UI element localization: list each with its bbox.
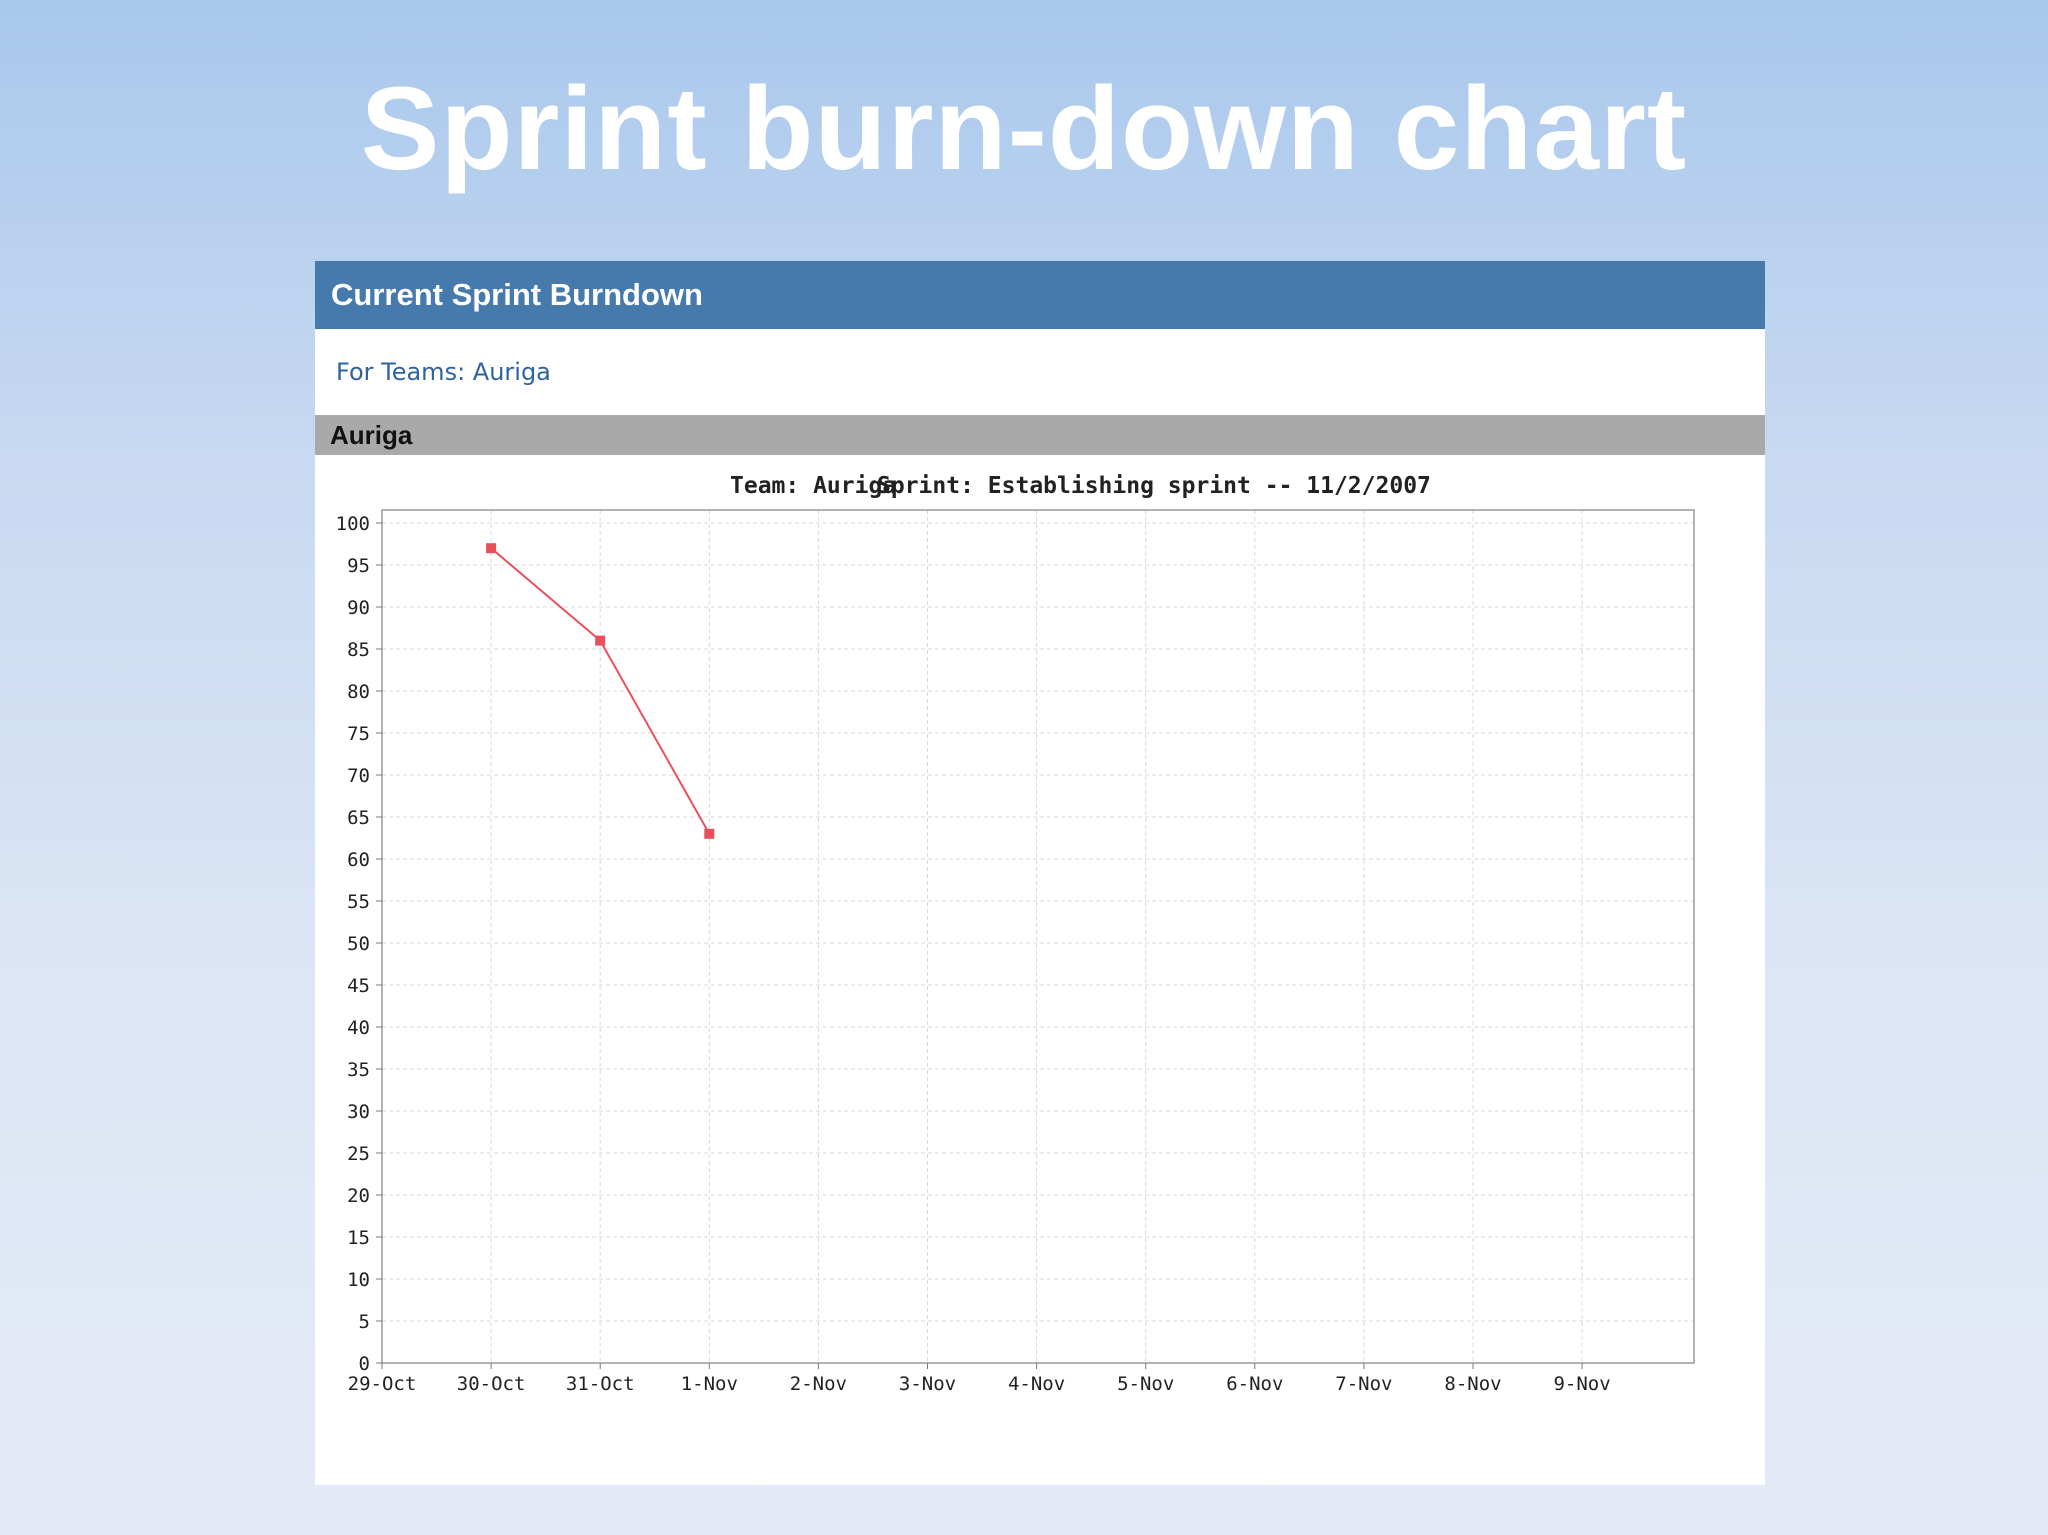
y-tick-label: 30: [347, 1101, 370, 1123]
chart-title-team: Team: Auriga: [730, 473, 896, 499]
x-tick-label: 1-Nov: [681, 1373, 738, 1395]
slide-title: Sprint burn-down chart: [360, 63, 1688, 195]
burndown-chart: Team: Auriga Sprint: Establishing sprint…: [336, 473, 1695, 1395]
y-tick-label: 45: [347, 975, 370, 997]
y-axis-ticks: 0 5 10 15 20 25 30 35 40 45 50 55 60 65 70 75 80 85 90 95 10…: [336, 513, 382, 1375]
y-tick-label: 60: [347, 849, 370, 871]
x-tick-label: 29-Oct: [348, 1373, 417, 1395]
y-tick-label: 50: [347, 933, 370, 955]
series-layer: [486, 543, 715, 839]
data-point-marker: [704, 828, 715, 839]
y-tick-label: 35: [347, 1059, 370, 1081]
teams-filter-text: For Teams: Auriga: [336, 358, 551, 386]
data-point-marker: [486, 543, 497, 554]
chart-grid: [382, 510, 1694, 1363]
x-tick-label: 5-Nov: [1117, 1373, 1174, 1395]
y-tick-label: 55: [347, 891, 370, 913]
y-tick-label: 85: [347, 639, 370, 661]
x-tick-label: 2-Nov: [790, 1373, 847, 1395]
x-tick-label: 8-Nov: [1444, 1373, 1501, 1395]
x-tick-label: 3-Nov: [899, 1373, 956, 1395]
y-tick-label: 80: [347, 681, 370, 703]
panel-header: Current Sprint Burndown: [315, 261, 1765, 329]
x-axis-ticks: 29-Oct 30-Oct 31-Oct 1-Nov 2-Nov 3-Nov 4-Nov 5-…: [348, 1363, 1611, 1395]
y-tick-label: 10: [347, 1269, 370, 1291]
y-tick-label: 5: [359, 1311, 370, 1333]
team-section-bar: Auriga: [315, 415, 1765, 455]
x-tick-label: 4-Nov: [1008, 1373, 1065, 1395]
x-tick-label: 6-Nov: [1226, 1373, 1283, 1395]
x-tick-label: 7-Nov: [1335, 1373, 1392, 1395]
y-tick-label: 90: [347, 597, 370, 619]
plot-area-frame: [381, 509, 1695, 1364]
y-tick-label: 95: [347, 555, 370, 577]
y-tick-label: 70: [347, 765, 370, 787]
y-tick-label: 25: [347, 1143, 370, 1165]
x-tick-label: 30-Oct: [457, 1373, 526, 1395]
x-tick-label: 31-Oct: [566, 1373, 635, 1395]
chart-title-sprint: Sprint: Establishing sprint -- 11/2/2007: [877, 473, 1431, 499]
burndown-panel: Current Sprint Burndown For Teams: Aurig…: [315, 261, 1765, 1485]
y-tick-label: 20: [347, 1185, 370, 1207]
y-tick-label: 65: [347, 807, 370, 829]
x-tick-label: 9-Nov: [1553, 1373, 1610, 1395]
data-point-marker: [595, 635, 606, 646]
y-tick-label: 40: [347, 1017, 370, 1039]
y-tick-label: 75: [347, 723, 370, 745]
y-tick-label: 0: [359, 1353, 370, 1375]
y-tick-label: 15: [347, 1227, 370, 1249]
y-tick-label: 100: [336, 513, 370, 535]
